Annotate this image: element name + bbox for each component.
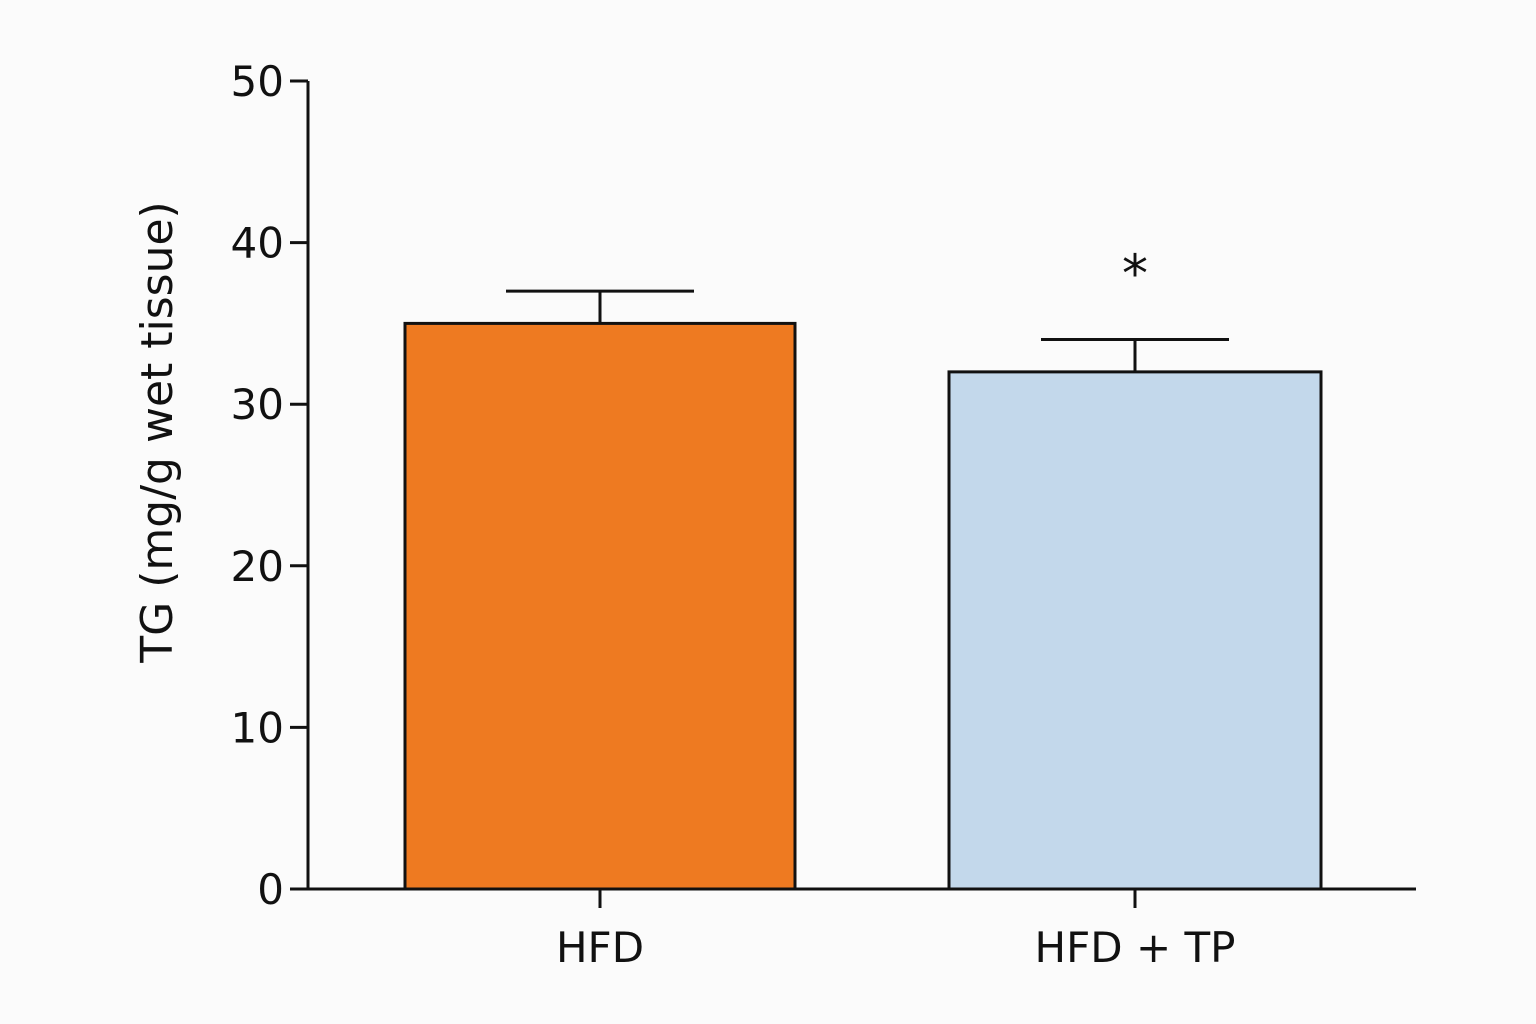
x-tick-label: HFD (556, 923, 644, 972)
bar-0 (403, 321, 797, 891)
y-tick-label: 0 (257, 865, 284, 914)
y-axis-label: TG (mg/g wet tissue) (132, 201, 183, 663)
y-tick-label: 50 (231, 57, 284, 106)
x-tick-label: HFD + TP (1035, 923, 1236, 972)
bar-1 (947, 370, 1323, 891)
y-tick-label: 40 (231, 219, 284, 268)
y-tick-label: 10 (231, 703, 284, 752)
significance-asterisk: * (1122, 245, 1148, 305)
y-tick-label: 30 (231, 380, 284, 429)
y-tick-label: 20 (231, 542, 284, 591)
